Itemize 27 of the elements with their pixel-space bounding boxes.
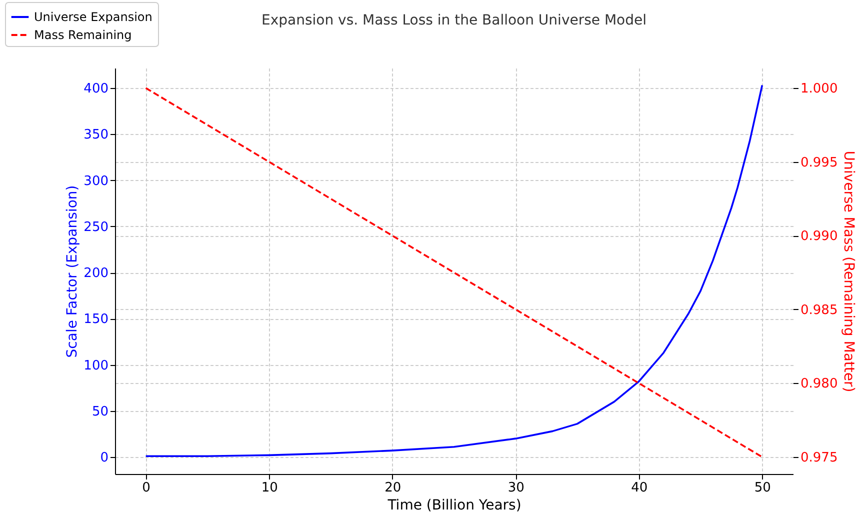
x-tick-label: 50 xyxy=(754,480,771,496)
y-tick-label: 400 xyxy=(84,82,108,97)
y-tick-label: 100 xyxy=(84,358,108,374)
x-tick-label: 30 xyxy=(508,480,524,496)
y-tick-label: 300 xyxy=(84,174,108,189)
x-tick-label: 0 xyxy=(142,480,150,496)
y2-axis-title: Universe Mass (Remaining Matter) xyxy=(840,150,857,392)
x-axis-title: Time (Billion Years) xyxy=(386,498,522,514)
x-tick-label: 20 xyxy=(384,480,402,496)
y2-tick-label: 0.990 xyxy=(800,229,838,244)
chart-title: Expansion vs. Mass Loss in the Balloon Universe Model xyxy=(262,12,646,28)
x-tick-label: 40 xyxy=(631,480,648,496)
legend-label: Mass Remaining xyxy=(34,28,132,42)
y2-tick-label: 0.995 xyxy=(800,155,838,170)
y-axis-title: Scale Factor (Expansion) xyxy=(64,185,81,358)
legend-label: Universe Expansion xyxy=(34,10,152,24)
y-tick-label: 150 xyxy=(84,312,108,328)
y-tick-label: 0 xyxy=(100,450,108,466)
y2-tick-label: 0.980 xyxy=(800,376,838,392)
x-tick-label: 10 xyxy=(261,480,278,496)
y2-tick-label: 1.000 xyxy=(800,82,838,97)
y2-tick-label: 0.975 xyxy=(800,450,838,466)
y-tick-label: 350 xyxy=(84,128,108,143)
y-tick-label: 50 xyxy=(92,404,108,420)
y-tick-label: 200 xyxy=(84,266,108,282)
y-tick-label: 250 xyxy=(84,220,108,235)
y2-tick-label: 0.985 xyxy=(800,302,838,318)
